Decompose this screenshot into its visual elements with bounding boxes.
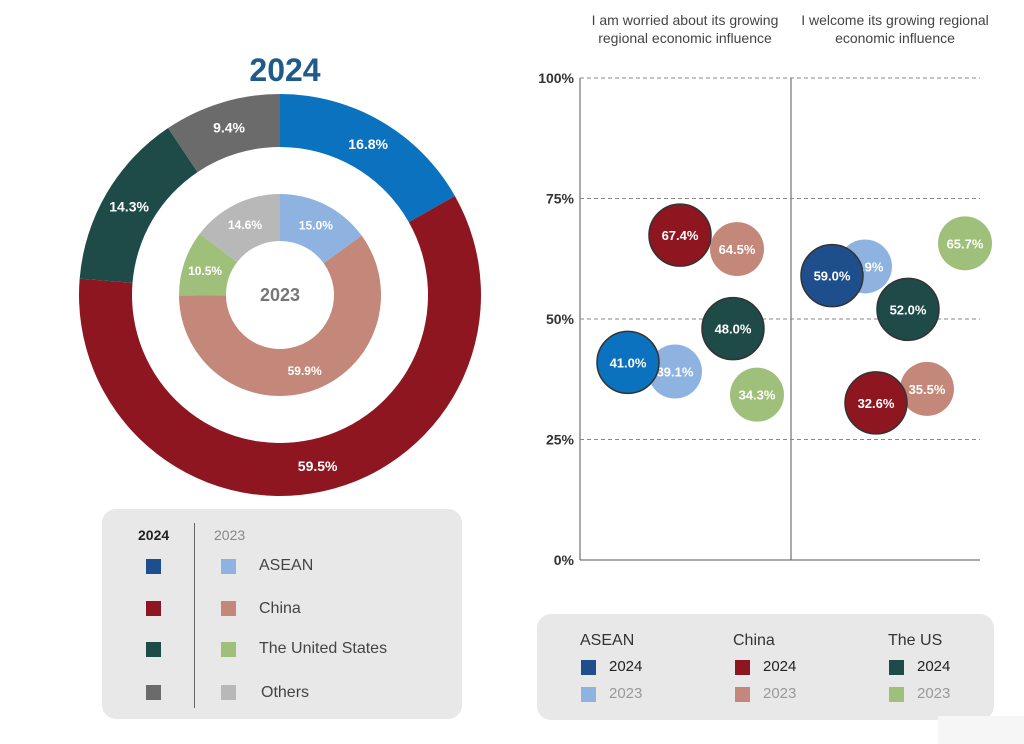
donut-outer-title: 2024 xyxy=(249,52,321,88)
legend-swatch-china-2024 xyxy=(735,660,750,675)
outer-slice-label: 14.3% xyxy=(109,198,149,214)
y-tick-label: 0% xyxy=(554,552,575,568)
bubble-china-2023-panel1 xyxy=(900,361,954,416)
legend-swatch-others-2024 xyxy=(146,685,161,700)
legend-year-china-2024: 2024 xyxy=(763,658,797,675)
legend-swatch-china-2023 xyxy=(735,687,750,702)
inner-slice-the-united-states xyxy=(179,233,238,296)
legend-label-china: China xyxy=(259,600,301,617)
bubble-label: 52.0% xyxy=(890,302,927,317)
inner-slice-others xyxy=(199,194,280,263)
outer-slice-others xyxy=(168,94,280,173)
bubble-label: 59.0% xyxy=(814,269,851,284)
y-tick-label: 25% xyxy=(546,432,575,448)
legend-swatch-us-2024 xyxy=(146,642,161,657)
bubble-the-us-2024-panel0 xyxy=(701,296,765,361)
bubble-label: 67.4% xyxy=(662,228,699,243)
legend-year-china-2023: 2023 xyxy=(763,685,797,702)
outer-slice-china xyxy=(79,195,482,497)
bubble-china-2024-panel1 xyxy=(844,371,908,435)
bubble-asean-2023-panel0 xyxy=(648,344,702,399)
inner-slice-label: 15.0% xyxy=(299,219,333,233)
outer-slice-asean xyxy=(280,94,455,223)
scatter-header-worried: I am worried about its growing regional … xyxy=(591,12,779,46)
bubble-the-us-2024-panel1 xyxy=(876,277,940,342)
legend-swatch-china-2023 xyxy=(221,601,236,616)
bubble-label: 65.7% xyxy=(947,236,984,251)
bubble-label: 64.5% xyxy=(719,242,756,257)
donut-legend: 2024 2023 ASEAN China The United States … xyxy=(102,509,462,719)
legend-header-2024: 2024 xyxy=(138,527,170,543)
legend-year-asean-2024: 2024 xyxy=(609,658,643,675)
legend-label-us: The United States xyxy=(259,640,388,657)
legend-group-china: China xyxy=(733,632,775,649)
bubble-the-us-2023-panel0 xyxy=(730,367,784,422)
legend-swatch-us-2024 xyxy=(889,660,904,675)
corner-blank xyxy=(938,716,1024,744)
bubble-asean-2024-panel1 xyxy=(800,243,864,308)
legend-swatch-asean-2024 xyxy=(581,660,596,675)
scatter-header-welcome: I welcome its growing regional economic … xyxy=(801,12,989,46)
bubble-label: 48.0% xyxy=(715,322,752,337)
legend-swatch-us-2023 xyxy=(221,642,236,657)
outer-slice-label: 16.8% xyxy=(348,136,388,152)
y-tick-label: 75% xyxy=(546,191,575,207)
legend-swatch-us-2023 xyxy=(889,687,904,702)
legend-swatch-asean-2023 xyxy=(221,559,236,574)
legend-swatch-others-2023 xyxy=(221,685,236,700)
inner-slice-asean xyxy=(280,194,362,264)
bubble-china-2023-panel0 xyxy=(710,222,764,277)
bubble-the-us-2023-panel1 xyxy=(938,216,992,271)
y-tick-label: 100% xyxy=(538,70,574,86)
bubble-label: 41.0% xyxy=(610,355,647,370)
inner-slice-label: 10.5% xyxy=(188,264,222,278)
legend-swatch-asean-2023 xyxy=(581,687,596,702)
bubble-asean-2024-panel0 xyxy=(596,330,660,395)
outer-slice-the-united-states xyxy=(79,128,198,283)
inner-slice-label: 14.6% xyxy=(228,218,262,232)
legend-divider xyxy=(194,523,195,708)
legend-group-us: The US xyxy=(888,632,943,649)
bubble-label: 39.1% xyxy=(657,365,694,380)
legend-header-2023: 2023 xyxy=(214,527,246,543)
bubble-label: 34.3% xyxy=(739,388,776,403)
y-tick-label: 50% xyxy=(546,311,575,327)
inner-slice-china xyxy=(179,235,382,396)
bubble-label: 32.6% xyxy=(858,396,895,411)
legend-label-others: Others xyxy=(261,684,310,701)
scatter-legend: ASEAN 2024 2023 China 2024 2023 The US 2… xyxy=(537,614,994,720)
bubble-label: 35.5% xyxy=(909,382,946,397)
outer-slice-label: 9.4% xyxy=(213,120,245,136)
inner-slice-label: 59.9% xyxy=(288,364,322,378)
outer-slice-label: 59.5% xyxy=(298,458,338,474)
legend-swatch-china-2024 xyxy=(146,601,161,616)
legend-group-asean: ASEAN xyxy=(580,632,635,649)
bubble-china-2024-panel0 xyxy=(648,203,712,267)
legend-label-asean: ASEAN xyxy=(259,557,314,574)
donut-inner-title: 2023 xyxy=(260,285,300,305)
legend-year-us-2023: 2023 xyxy=(917,685,951,702)
legend-year-us-2024: 2024 xyxy=(917,658,951,675)
legend-swatch-asean-2024 xyxy=(146,559,161,574)
legend-year-asean-2023: 2023 xyxy=(609,685,643,702)
